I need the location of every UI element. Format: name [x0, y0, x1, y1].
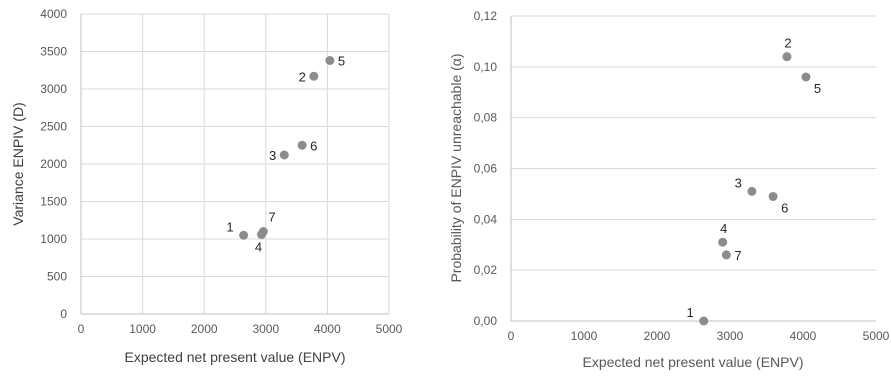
left-points: 1 74 3 6 2 5: [226, 54, 345, 255]
left-point-label: 6: [310, 138, 317, 153]
right-y-axis-title: Probability of ENPIV unreachable (α): [448, 53, 464, 282]
left-data-point: [297, 140, 307, 150]
right-data-point: [721, 250, 731, 260]
right-data-point: [699, 316, 709, 326]
left-data-point: [309, 71, 319, 81]
left-x-axis-title: Expected net present value (ENPV): [124, 349, 345, 365]
left-x-tick-label: 2000: [191, 322, 218, 336]
left-y-tick-label: 4000: [40, 7, 67, 21]
left-point-label: 4: [255, 240, 262, 255]
left-axes: [80, 14, 389, 315]
right-y-tick-label: 0,10: [474, 60, 498, 74]
left-x-tick-label: 4000: [314, 322, 341, 336]
right-data-point: [801, 72, 811, 82]
left-scatter-chart: 0 1000 2000 3000 4000 5000 050010001500200025…: [10, 7, 403, 365]
left-point-label: 2: [299, 69, 306, 84]
right-gridlines: [511, 15, 876, 271]
right-x-tick-label: 1000: [571, 329, 598, 343]
right-x-ticks: 0 1000 2000 3000 4000 5000: [508, 329, 890, 343]
left-y-tick-label: 2500: [40, 120, 67, 134]
left-y-tick-label: 2000: [40, 157, 67, 171]
right-x-tick-label: 5000: [863, 329, 890, 343]
right-axes: [510, 16, 876, 322]
left-y-tick-label: 500: [47, 270, 67, 284]
right-data-point: [768, 191, 778, 201]
left-point-label: 1: [226, 219, 233, 234]
left-point-label: 5: [338, 54, 345, 69]
right-scatter-chart: 0 1000 2000 3000 4000 5000 0,000,020,040,060,…: [448, 9, 890, 370]
right-y-tick-label: 0,02: [474, 263, 498, 277]
right-x-axis-title: Expected net present value (ENPV): [582, 354, 803, 370]
right-data-point: [718, 237, 728, 247]
left-y-tick-label: 3500: [40, 45, 67, 59]
right-point-label: 2: [784, 36, 791, 51]
left-y-tick-label: 0: [60, 307, 67, 321]
left-data-point: [279, 150, 289, 160]
right-point-label: 6: [781, 200, 788, 215]
right-y-tick-label: 0,04: [474, 212, 498, 226]
right-points: 1 47 3 6 2 5: [686, 36, 821, 326]
left-x-tick-label: 0: [78, 322, 85, 336]
left-data-point: [239, 230, 249, 240]
right-point-label: 7: [734, 248, 741, 263]
right-y-tick-label: 0,00: [474, 314, 498, 328]
right-point-label: 3: [735, 175, 742, 190]
right-x-tick-label: 3000: [717, 329, 744, 343]
left-x-tick-label: 3000: [252, 322, 279, 336]
left-data-point: [256, 230, 266, 239]
left-y-ticks: 0 500 1000 1500 2000 2500 3000 3500 4000: [40, 7, 67, 321]
left-y-tick-label: 3000: [40, 82, 67, 96]
left-point-label: 3: [269, 148, 276, 163]
right-point-label: 1: [686, 305, 693, 320]
left-x-tick-label: 1000: [129, 322, 156, 336]
right-y-ticks: 0,00 0,02 0,04 0,06 0,08 0,10 0,12: [474, 9, 498, 328]
right-y-tick-label: 0,12: [474, 9, 498, 23]
right-y-tick-label: 0,06: [474, 162, 498, 176]
right-data-point: [782, 52, 792, 62]
left-point-label: 7: [268, 210, 275, 225]
left-x-tick-label: 5000: [376, 322, 403, 336]
right-x-tick-label: 4000: [790, 329, 817, 343]
left-y-tick-label: 1000: [40, 232, 67, 246]
left-y-tick-label: 1500: [40, 195, 67, 209]
right-point-label: 4: [720, 221, 727, 236]
left-data-point: [325, 56, 335, 65]
left-x-ticks: 0 1000 2000 3000 4000 5000: [78, 322, 403, 336]
left-y-axis-title: Variance ENPIV (D): [10, 102, 26, 225]
left-gridlines: [81, 13, 390, 314]
right-x-tick-label: 0: [508, 329, 515, 343]
right-point-label: 5: [814, 81, 821, 96]
right-data-point: [747, 186, 757, 196]
right-y-tick-label: 0,08: [474, 111, 498, 125]
right-x-tick-label: 2000: [644, 329, 671, 343]
